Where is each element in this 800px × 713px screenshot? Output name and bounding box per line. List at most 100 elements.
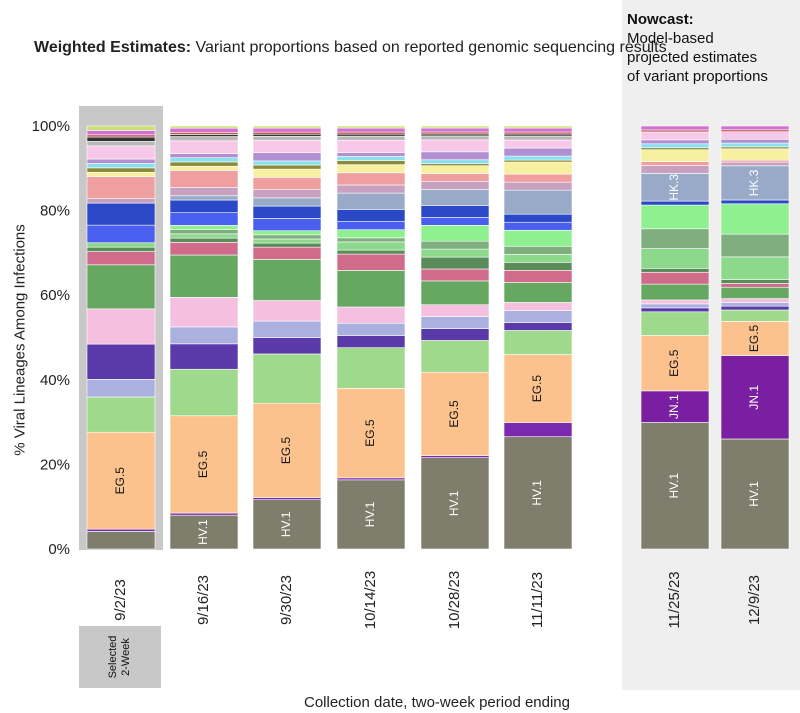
nowcast-heading: Nowcast: (627, 11, 694, 28)
bar-segment-indigo (252, 337, 322, 355)
bar-segment-hv-1 (86, 531, 156, 550)
bar-segment-purple (503, 147, 573, 157)
bar-segment-eg-5 (720, 321, 790, 356)
bar-segment-navy-blue (420, 205, 490, 218)
bar-segment-hv-1 (420, 457, 490, 550)
bar-segment-green (86, 264, 156, 310)
x-tick-label: 12/9/23 (746, 575, 763, 625)
bar-segment-magenta (252, 127, 322, 133)
bar-segment-black (252, 133, 322, 137)
bar-segment-dark-green (503, 262, 573, 271)
nowcast-line-2: projected estimates (627, 49, 758, 66)
bar-segment-cyan (640, 143, 710, 149)
bar-segment-cyan (86, 163, 156, 169)
bar-segment-dark-purple (86, 528, 156, 532)
bar-segment-mauve (420, 181, 490, 190)
x-tick-label: 10/14/23 (362, 571, 379, 629)
bar-segment-black (86, 136, 156, 142)
bar-segment-pink (252, 300, 322, 322)
segment-data-label: HV.1 (530, 480, 544, 506)
bar-segment-dark-green (252, 242, 322, 248)
bar-segment-light-green (640, 311, 710, 336)
bar-segment-magenta (169, 127, 239, 133)
bar-segment-olive (169, 161, 239, 167)
bar-segment-lime (86, 125, 156, 131)
bar-segment-olive (336, 160, 406, 165)
bar-segment-mauve (336, 184, 406, 194)
bar-segment-indigo (86, 343, 156, 380)
bar-segment-pink (640, 299, 710, 305)
segment-data-label: EG.5 (196, 450, 210, 478)
bar-segment-mint (420, 248, 490, 258)
bar-segment-yellow (169, 165, 239, 171)
bar-segment-eg-5 (169, 415, 239, 514)
bar-segment-pink (420, 304, 490, 317)
bar-segment-lime (252, 125, 322, 129)
bar-segment-bright-green (720, 203, 790, 235)
bar-segment-lime (503, 125, 573, 129)
bar-segment-pink (336, 306, 406, 324)
segment-data-label: EG.5 (447, 400, 461, 428)
x-tick-label: 9/16/23 (195, 575, 212, 625)
bar-segment-black (169, 134, 239, 137)
bar-segment-bright-green (640, 204, 710, 230)
bar-segment-mint (640, 248, 710, 269)
bar-segment-magenta (86, 130, 156, 136)
bar-segment-sage (720, 233, 790, 258)
bar-segment-indigo (169, 343, 239, 370)
bar-segment-light-pink (86, 145, 156, 160)
bar-segment-mauve (169, 187, 239, 197)
bar-segment-rose (336, 253, 406, 271)
bar-segment-salmon (503, 173, 573, 183)
segment-data-label: EG.5 (530, 375, 544, 403)
bar-segment-indigo (420, 328, 490, 341)
x-tick-label: 11/11/23 (529, 572, 546, 628)
bar-segment-dark-green (86, 246, 156, 252)
y-tick-label: 60% (40, 287, 70, 304)
y-tick-label: 0% (48, 541, 70, 558)
bar-segment-navy-blue (720, 199, 790, 205)
bar-segment-light-pink (169, 140, 239, 154)
segment-data-label: HV.1 (667, 473, 681, 499)
bar-segment-mauve (640, 165, 710, 174)
segment-data-label: EG.5 (363, 419, 377, 447)
bar-segment-cyan (503, 155, 573, 161)
bar-segment-salmon (252, 177, 322, 190)
bar-segment-hk-3 (169, 195, 239, 201)
bar-segment-dark-purple (169, 512, 239, 516)
bar-segment-cyan (720, 142, 790, 148)
bar-segment-navy-blue (503, 213, 573, 223)
bar-segment-mint (169, 233, 239, 239)
bar-segment-dark-purple (503, 422, 573, 438)
bar-segment-red (503, 131, 573, 135)
bar-segment-bright-green (420, 224, 490, 242)
bar-segment-grey (503, 135, 573, 141)
x-tick-label: 11/25/23 (666, 571, 683, 628)
bar-segment-light-pink (720, 131, 790, 140)
bar-segment-green (169, 254, 239, 298)
bar-segment-light-green (252, 353, 322, 404)
bar-segment-rose (720, 283, 790, 288)
bar-segment-light-green (336, 347, 406, 389)
bar-segment-periwinkle (420, 316, 490, 329)
bar-segment-periwinkle (720, 302, 790, 307)
bar-segment-magenta (720, 125, 790, 131)
segment-data-label: HV.1 (447, 490, 461, 516)
bar-segment-dark-purple (252, 497, 322, 501)
bar-segment-sage (420, 240, 490, 250)
bar-segment-bright-green (336, 229, 406, 239)
nowcast-title: Nowcast: Model-based projected estimates… (627, 10, 768, 86)
bar-segment-purple (720, 138, 790, 144)
bar-segment-jn-1 (640, 390, 710, 423)
bar-segment-sage (640, 228, 710, 249)
bar-segment-mauve (86, 198, 156, 204)
bar-segment-light-green (720, 309, 790, 322)
bar-segment-periwinkle (640, 303, 710, 309)
bar-segment-navy-blue (336, 209, 406, 222)
bar-segment-olive (86, 167, 156, 173)
bar-segment-magenta (640, 125, 710, 131)
bar-segment-sage (252, 234, 322, 240)
segment-data-label: HV.1 (363, 501, 377, 527)
selected-period-box (79, 626, 161, 688)
bar-segment-blue (169, 212, 239, 226)
